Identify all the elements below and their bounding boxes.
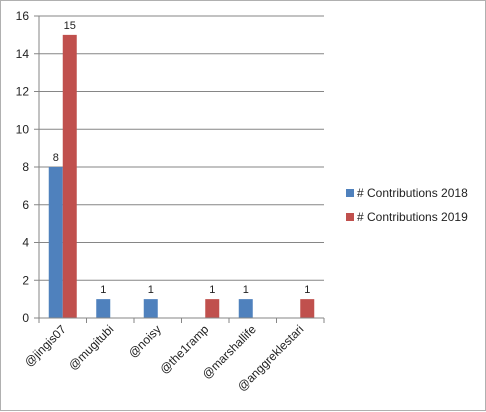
y-tick-label: 12 xyxy=(16,85,30,99)
bar-2018 xyxy=(238,299,253,318)
legend: # Contributions 2018 # Contributions 2019 xyxy=(346,186,468,224)
data-label: 8 xyxy=(53,152,59,164)
x-tick-label: @jingis07 xyxy=(22,322,70,370)
y-tick-label: 16 xyxy=(16,9,30,23)
bar-2018 xyxy=(143,299,158,318)
gridlines xyxy=(39,15,324,281)
legend-label: # Contributions 2018 xyxy=(357,186,468,200)
x-axis-ticks: @jingis07@mugitubi @noisy@the1ramp@marsha… xyxy=(22,318,325,394)
legend-swatch xyxy=(346,189,354,197)
axes xyxy=(38,16,324,319)
data-label: 1 xyxy=(100,284,106,296)
data-label: 1 xyxy=(148,284,154,296)
x-tick-label: @noisy xyxy=(126,322,164,360)
data-label: 15 xyxy=(64,20,76,32)
data-labels: 8 15 1 1 1 1 1 xyxy=(53,20,311,296)
bars xyxy=(48,34,315,318)
data-label: 1 xyxy=(209,284,215,296)
bar-2019 xyxy=(205,299,220,318)
y-tick-label: 2 xyxy=(22,273,29,287)
data-label: 1 xyxy=(243,284,249,296)
bar-2019 xyxy=(62,34,77,318)
x-tick-label: @mugitubi xyxy=(66,322,117,373)
y-tick-label: 4 xyxy=(22,236,29,250)
data-label: 1 xyxy=(304,284,310,296)
legend-swatch xyxy=(346,213,354,221)
y-tick-label: 8 xyxy=(22,160,29,174)
bar-2018 xyxy=(48,167,63,318)
y-tick-label: 14 xyxy=(16,47,30,61)
y-tick-label: 0 xyxy=(22,311,29,325)
legend-label: # Contributions 2019 xyxy=(357,210,468,224)
bar-2018 xyxy=(96,299,111,318)
y-axis-ticks: 0 2 4 6 8 10 12 14 16 xyxy=(16,9,39,325)
bar-2019 xyxy=(300,299,315,318)
y-tick-label: 6 xyxy=(22,198,29,212)
y-tick-label: 10 xyxy=(16,122,30,136)
